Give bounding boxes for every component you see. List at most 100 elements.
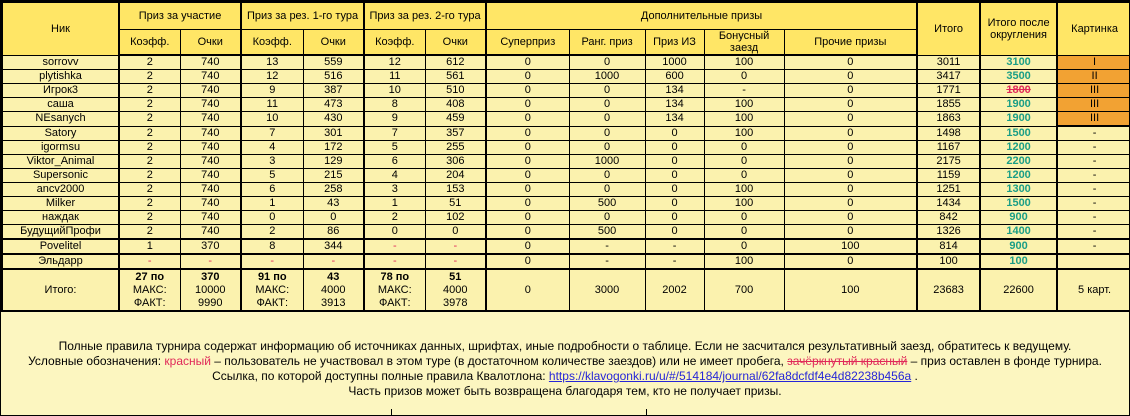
cell-points-participation[interactable]: 740 xyxy=(179,196,242,211)
totals-iz-prize[interactable]: 2002 xyxy=(644,268,705,312)
cell-coef-round1[interactable]: 1 xyxy=(240,196,304,211)
cell-iz-prize[interactable]: 0 xyxy=(644,196,705,211)
cell-rank-prize[interactable]: 0 xyxy=(568,97,646,112)
cell-total-rounded[interactable]: 1300 xyxy=(979,182,1058,197)
cell-total-rounded[interactable]: 100 xyxy=(979,253,1058,270)
cell-other-prizes[interactable]: 0 xyxy=(783,168,918,183)
cell-picture[interactable]: - xyxy=(1056,238,1129,255)
cell-other-prizes[interactable]: 0 xyxy=(783,224,918,240)
cell-rank-prize[interactable]: - xyxy=(568,253,646,270)
cell-bonus-race[interactable]: 100 xyxy=(703,182,785,197)
cell-coef-participation[interactable]: 2 xyxy=(118,125,181,141)
cell-superprize[interactable]: 0 xyxy=(485,54,570,70)
cell-coef-participation[interactable]: 2 xyxy=(118,196,181,211)
cell-bonus-race[interactable]: - xyxy=(703,83,785,98)
cell-picture[interactable]: III xyxy=(1056,97,1129,112)
cell-coef-round2[interactable]: 9 xyxy=(363,111,426,127)
cell-nick[interactable]: Эльдарр xyxy=(1,253,120,270)
cell-points-participation[interactable]: 740 xyxy=(179,182,242,197)
cell-total-rounded[interactable]: 1200 xyxy=(979,168,1058,183)
cell-bonus-race[interactable]: 100 xyxy=(703,125,785,141)
cell-coef-participation[interactable]: 2 xyxy=(118,154,181,169)
cell-iz-prize[interactable]: 0 xyxy=(644,154,705,169)
cell-coef-round1[interactable]: 2 xyxy=(240,224,304,240)
cell-rank-prize[interactable]: 0 xyxy=(568,111,646,127)
cell-points-round2[interactable]: 51 xyxy=(424,196,487,211)
cell-coef-participation[interactable]: 2 xyxy=(118,97,181,112)
cell-points-round2[interactable]: 204 xyxy=(424,168,487,183)
cell-coef-round1[interactable]: 9 xyxy=(240,83,304,98)
cell-points-participation[interactable]: 740 xyxy=(179,224,242,240)
cell-bonus-race[interactable]: 0 xyxy=(703,168,785,183)
cell-iz-prize[interactable]: 1000 xyxy=(644,54,705,70)
cell-picture[interactable]: - xyxy=(1056,196,1129,211)
cell-points-round1[interactable]: 215 xyxy=(302,168,365,183)
totals-picture[interactable]: 5 карт. xyxy=(1056,268,1129,312)
cell-points-round2[interactable]: 102 xyxy=(424,210,487,225)
cell-total-rounded[interactable]: 2200 xyxy=(979,154,1058,169)
cell-rank-prize[interactable]: 1000 xyxy=(568,69,646,84)
cell-iz-prize[interactable]: 134 xyxy=(644,97,705,112)
cell-coef-round2[interactable]: 12 xyxy=(363,54,426,70)
header-iz-prize[interactable]: Приз ИЗ xyxy=(644,28,705,56)
cell-total-rounded[interactable]: 1500 xyxy=(979,125,1058,141)
cell-coef-participation[interactable]: 2 xyxy=(118,111,181,127)
cell-iz-prize[interactable]: 134 xyxy=(644,111,705,127)
cell-points-participation[interactable]: 740 xyxy=(179,111,242,127)
cell-points-round2[interactable]: 510 xyxy=(424,83,487,98)
header-group-additional-prizes[interactable]: Дополнительные призы xyxy=(485,1,918,30)
rules-link[interactable]: https://klavogonki.ru/u/#/514184/journal… xyxy=(548,369,912,383)
cell-points-participation[interactable]: 740 xyxy=(179,140,242,155)
header-coef-round2[interactable]: Коэфф. xyxy=(363,28,426,56)
cell-total-rounded[interactable]: 1400 xyxy=(979,224,1058,240)
header-group-participation[interactable]: Приз за участие xyxy=(117,1,242,30)
cell-coef-round1[interactable]: 10 xyxy=(240,111,304,127)
cell-nick[interactable]: Игрок3 xyxy=(1,83,120,98)
cell-coef-round1[interactable]: 0 xyxy=(240,210,304,225)
cell-nick[interactable]: Supersonic xyxy=(1,168,120,183)
header-total-rounded[interactable]: Итого после округления xyxy=(979,1,1058,56)
cell-picture[interactable]: - xyxy=(1056,168,1129,183)
cell-iz-prize[interactable]: - xyxy=(644,238,705,255)
cell-coef-round2[interactable]: 5 xyxy=(363,140,426,155)
header-rank-prize[interactable]: Ранг. приз xyxy=(568,28,646,56)
cell-coef-participation[interactable]: 1 xyxy=(118,238,181,255)
totals-other-prizes[interactable]: 100 xyxy=(783,268,918,312)
cell-bonus-race[interactable]: 100 xyxy=(703,97,785,112)
cell-coef-round1[interactable]: 11 xyxy=(240,97,304,112)
cell-superprize[interactable]: 0 xyxy=(485,97,570,112)
cell-bonus-race[interactable]: 0 xyxy=(703,238,785,255)
header-nick[interactable]: Ник xyxy=(1,1,120,56)
cell-iz-prize[interactable]: 134 xyxy=(644,83,705,98)
cell-other-prizes[interactable]: 0 xyxy=(783,253,918,270)
cell-total[interactable]: 3011 xyxy=(916,54,981,70)
cell-iz-prize[interactable]: - xyxy=(644,253,705,270)
totals-label[interactable]: Итого: xyxy=(1,268,120,312)
cell-points-round1[interactable]: 344 xyxy=(302,238,365,255)
cell-superprize[interactable]: 0 xyxy=(485,238,570,255)
header-coef-round1[interactable]: Коэфф. xyxy=(240,28,304,56)
cell-nick[interactable]: plytishka xyxy=(1,69,120,84)
cell-iz-prize[interactable]: 600 xyxy=(644,69,705,84)
cell-bonus-race[interactable]: 0 xyxy=(703,154,785,169)
cell-points-participation[interactable]: 740 xyxy=(179,83,242,98)
cell-bonus-race[interactable]: 100 xyxy=(703,253,785,270)
cell-superprize[interactable]: 0 xyxy=(485,224,570,240)
cell-coef-round2[interactable]: 11 xyxy=(363,69,426,84)
cell-other-prizes[interactable]: 0 xyxy=(783,83,918,98)
cell-superprize[interactable]: 0 xyxy=(485,69,570,84)
header-group-round1[interactable]: Приз за рез. 1-го тура xyxy=(240,1,365,30)
cell-superprize[interactable]: 0 xyxy=(485,83,570,98)
cell-iz-prize[interactable]: 0 xyxy=(644,224,705,240)
cell-coef-round1[interactable]: 6 xyxy=(240,182,304,197)
cell-points-round1[interactable]: 258 xyxy=(302,182,365,197)
cell-other-prizes[interactable]: 0 xyxy=(783,69,918,84)
cell-rank-prize[interactable]: 1000 xyxy=(568,154,646,169)
cell-superprize[interactable]: 0 xyxy=(485,182,570,197)
cell-superprize[interactable]: 0 xyxy=(485,154,570,169)
cell-superprize[interactable]: 0 xyxy=(485,140,570,155)
cell-rank-prize[interactable]: 0 xyxy=(568,210,646,225)
cell-rank-prize[interactable]: 0 xyxy=(568,125,646,141)
cell-rank-prize[interactable]: - xyxy=(568,238,646,255)
cell-nick[interactable]: Viktor_Animal xyxy=(1,154,120,169)
